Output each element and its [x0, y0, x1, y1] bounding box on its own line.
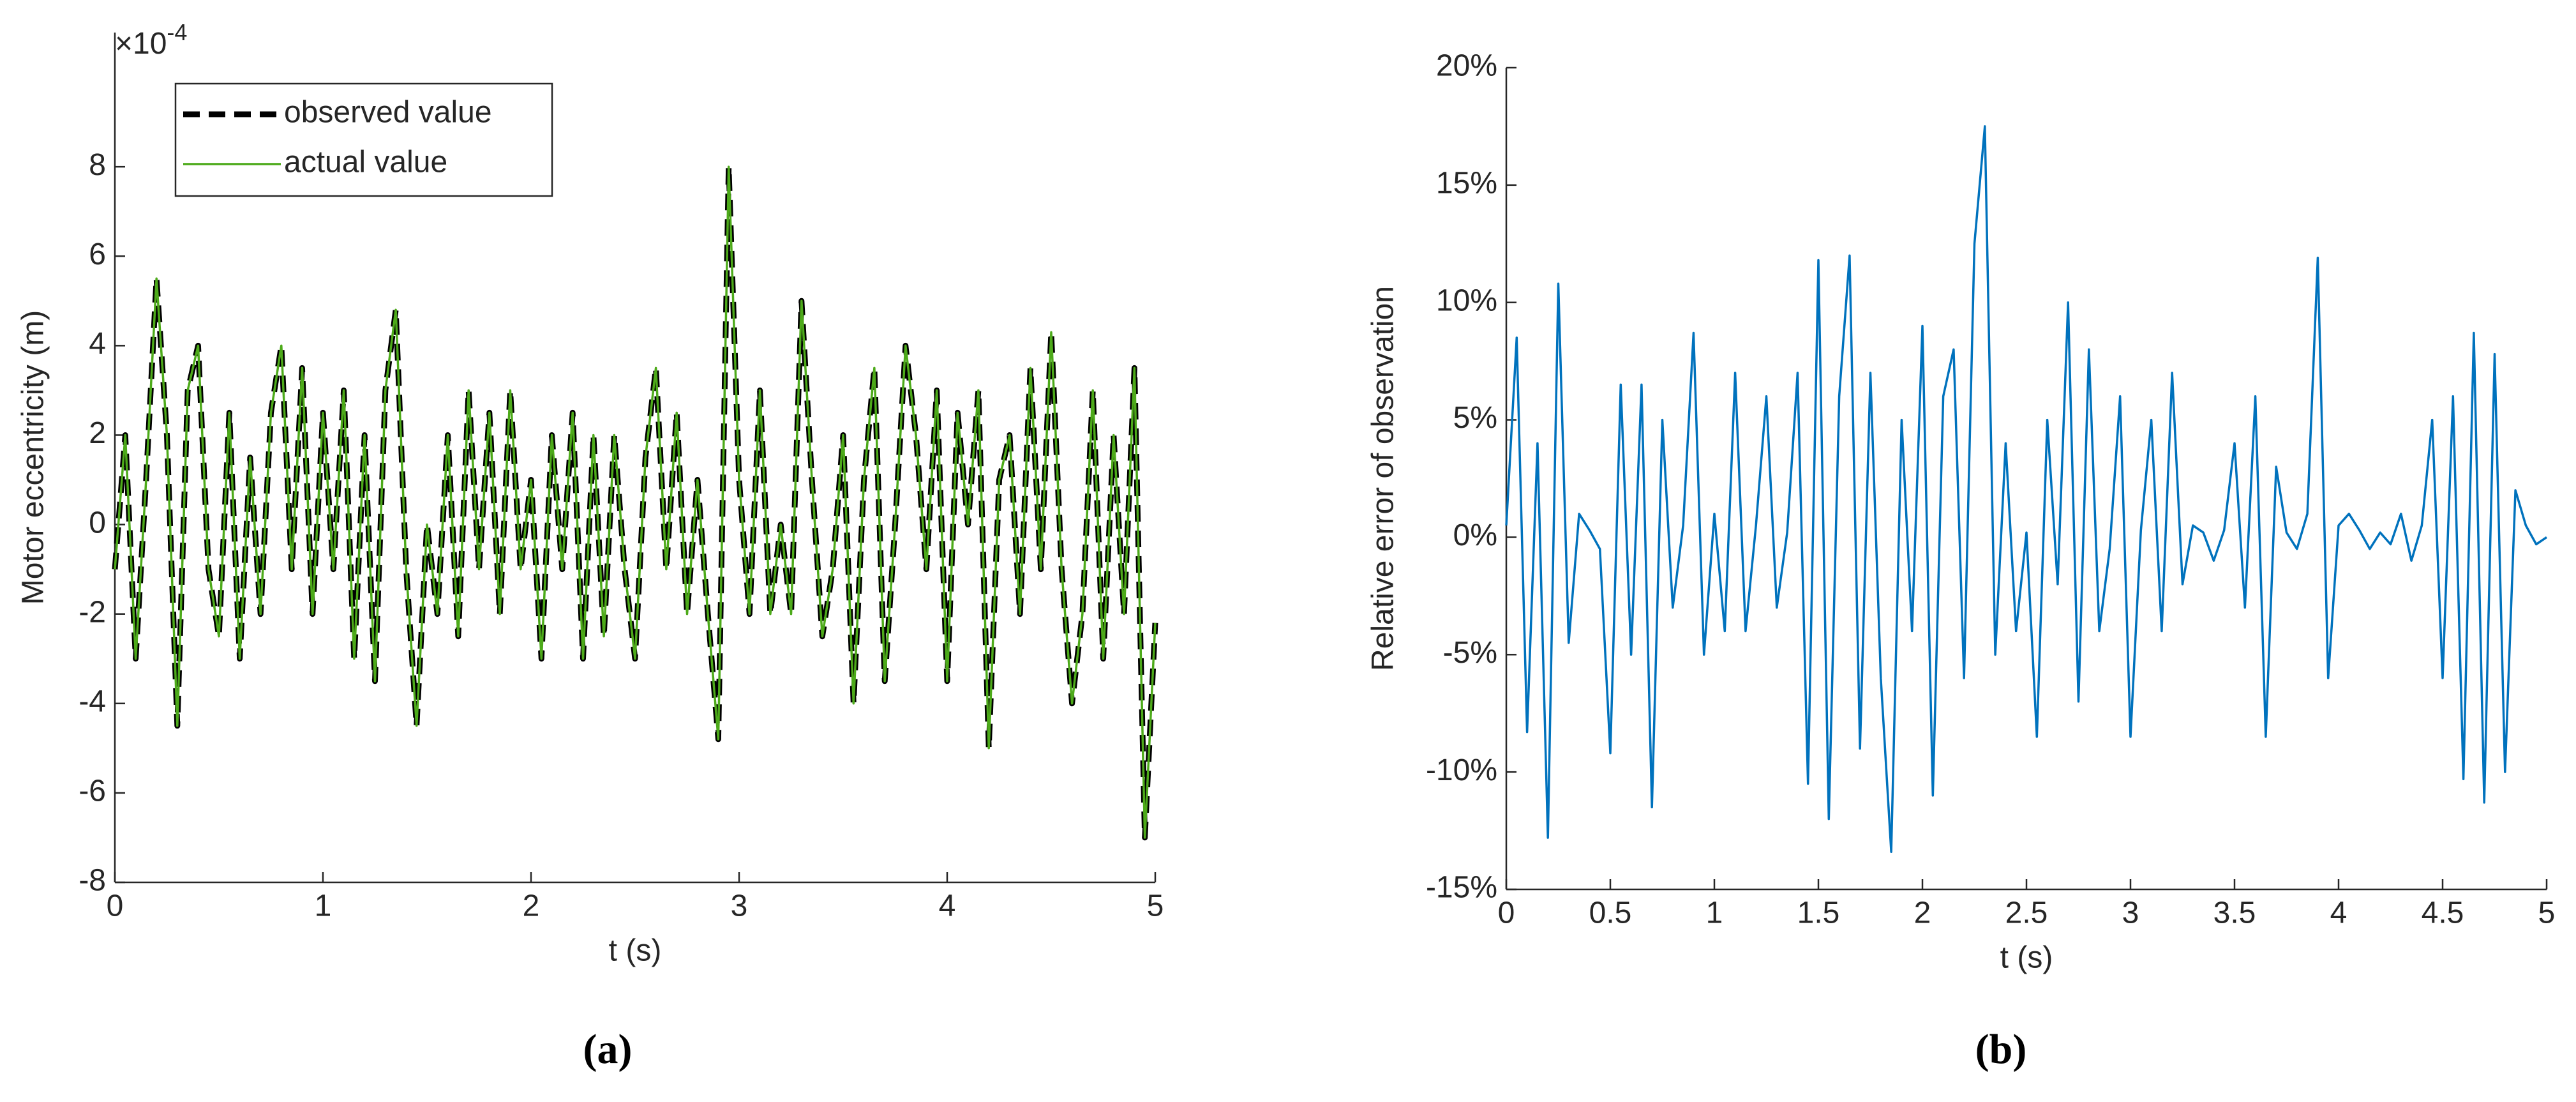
y-tick-label: -15% [1426, 871, 1497, 905]
x-tick-label: 3 [731, 889, 748, 923]
x-tick-label: 1 [315, 889, 332, 923]
y-tick-label: -6 [79, 774, 106, 808]
axis-multiplier: ×10-4 [115, 19, 187, 61]
y-tick-label: 15% [1436, 167, 1497, 200]
y-tick-label: -10% [1426, 753, 1497, 787]
x-tick-label: 4 [2330, 896, 2348, 930]
caption: (a) [583, 1026, 633, 1073]
data-line [114, 165, 1157, 839]
x-tick-label: 2 [523, 889, 540, 923]
x-axis-label: t (s) [2000, 941, 2053, 975]
y-tick-label: 5% [1453, 401, 1497, 435]
y-axis-label: Relative error of observation [1367, 286, 1400, 671]
x-tick-label: 0.5 [1589, 896, 1632, 930]
legend-box [174, 82, 553, 197]
y-tick-label: -5% [1443, 636, 1497, 670]
y-tick-label: 4 [89, 327, 106, 361]
x-tick-label: 3.5 [2213, 896, 2256, 930]
y-tick-label: 10% [1436, 283, 1497, 317]
data-line [1505, 125, 2547, 853]
y-tick-label: 6 [89, 238, 106, 271]
y-tick-label: 20% [1436, 49, 1497, 83]
x-tick-label: 1 [1706, 896, 1723, 930]
y-axis-label: Motor eccentricity (m) [17, 310, 50, 605]
legend-label: actual value [284, 146, 447, 179]
x-tick-label: 0 [107, 889, 124, 923]
x-tick-label: 4 [939, 889, 956, 923]
y-tick-label: -2 [79, 595, 106, 629]
y-tick-label: 0% [1453, 518, 1497, 552]
y-tick-label: 0 [89, 506, 106, 540]
x-axis-label: t (s) [609, 934, 662, 968]
legend-label: observed value [284, 96, 492, 130]
x-tick-label: 3 [2122, 896, 2139, 930]
multiplier-base: ×10 [115, 27, 167, 61]
caption: (b) [1975, 1026, 2027, 1073]
x-tick-label: 0 [1498, 896, 1515, 930]
x-tick-label: 2 [1914, 896, 1931, 930]
y-tick-label: 8 [89, 148, 106, 182]
x-tick-label: 2.5 [2005, 896, 2048, 930]
multiplier-exponent: -4 [167, 19, 187, 45]
y-tick-label: -4 [79, 684, 106, 718]
x-tick-label: 1.5 [1797, 896, 1840, 930]
y-tick-label: -8 [79, 864, 106, 898]
y-tick-label: 2 [89, 416, 106, 450]
x-tick-label: 5 [1147, 889, 1164, 923]
x-tick-label: 5 [2538, 896, 2556, 930]
x-tick-label: 4.5 [2422, 896, 2464, 930]
